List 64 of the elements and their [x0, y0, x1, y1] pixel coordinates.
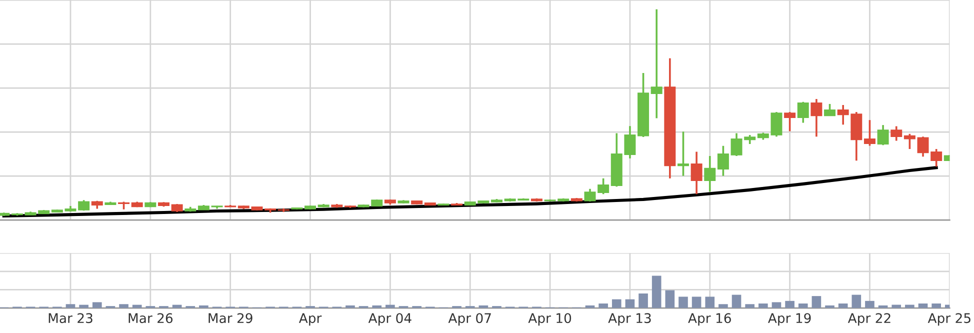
bar — [878, 305, 888, 308]
bar — [852, 294, 862, 308]
bar — [798, 304, 808, 308]
candlestick — [824, 103, 836, 117]
x-tick-label: Apr 13 — [608, 313, 651, 326]
bar — [665, 290, 675, 308]
bar — [372, 305, 382, 308]
bar — [772, 302, 782, 308]
bar — [865, 300, 874, 308]
x-tick-label: Apr 22 — [848, 313, 890, 326]
bar — [79, 304, 88, 308]
bar — [346, 305, 355, 308]
x-tick-label: Apr 10 — [528, 313, 572, 326]
bar — [132, 304, 142, 308]
candlestick — [810, 98, 822, 138]
bar — [652, 276, 662, 308]
bar — [718, 304, 728, 308]
candlestick — [904, 133, 916, 150]
x-tick-label: Mar 26 — [128, 313, 173, 324]
candlestick — [717, 145, 729, 177]
bar — [892, 304, 902, 308]
bar — [638, 293, 648, 308]
x-tick-label: Mar 23 — [48, 313, 92, 324]
bar — [386, 304, 395, 308]
candlestick — [650, 8, 662, 120]
bar — [745, 304, 755, 308]
bar — [692, 296, 702, 308]
bar — [932, 304, 941, 308]
x-tick-label: Apr 19 — [768, 313, 811, 326]
bar — [812, 296, 822, 308]
candlestick — [690, 150, 702, 195]
bar — [478, 305, 488, 308]
x-tick-label: Apr — [298, 313, 322, 326]
bar — [612, 299, 622, 308]
bar — [758, 304, 768, 308]
bar — [732, 294, 742, 308]
bar — [66, 304, 76, 308]
bar — [585, 305, 595, 308]
x-tick-label: Apr 07 — [448, 313, 491, 326]
bar — [705, 296, 715, 308]
x-tick-label: Apr 25 — [928, 313, 970, 326]
bar — [92, 302, 102, 308]
candlestick — [890, 125, 902, 142]
bar — [905, 304, 914, 308]
bar — [825, 305, 834, 308]
candlestick — [797, 100, 809, 124]
candlestick — [864, 119, 876, 147]
bar — [598, 304, 608, 308]
x-tick-label: Mar 29 — [208, 313, 252, 324]
candlestick — [598, 177, 610, 195]
bar — [625, 299, 635, 308]
candlestick — [677, 130, 689, 177]
x-tick-label: Apr 04 — [368, 313, 412, 326]
candlestick — [877, 124, 889, 146]
bar — [199, 305, 208, 308]
bar — [678, 296, 688, 308]
x-tick-label: Apr 16 — [688, 313, 731, 326]
candlestick — [584, 188, 596, 202]
bar — [838, 304, 848, 308]
bar — [119, 304, 128, 308]
bar — [785, 300, 794, 308]
bar — [918, 304, 928, 308]
candlestick — [704, 155, 716, 192]
candlestick — [784, 111, 796, 132]
